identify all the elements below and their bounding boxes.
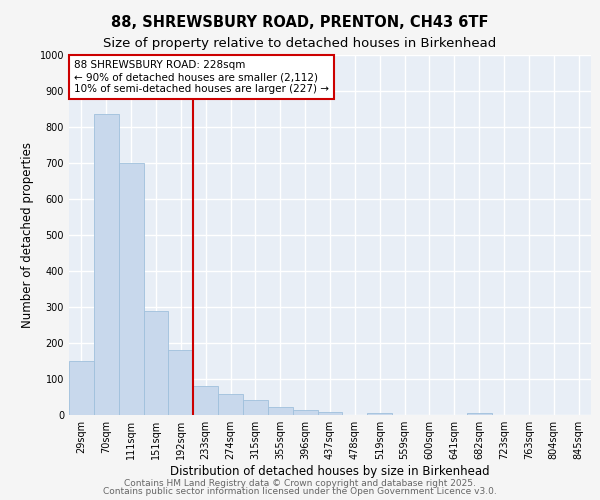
- Bar: [243, 400, 268, 415]
- Text: 88, SHREWSBURY ROAD, PRENTON, CH43 6TF: 88, SHREWSBURY ROAD, PRENTON, CH43 6TF: [111, 15, 489, 30]
- Bar: [69, 361, 94, 415]
- Bar: [293, 410, 317, 415]
- Bar: [218, 394, 243, 415]
- X-axis label: Distribution of detached houses by size in Birkenhead: Distribution of detached houses by size …: [170, 465, 490, 478]
- Bar: [169, 350, 193, 415]
- Bar: [467, 413, 491, 415]
- Bar: [317, 412, 343, 415]
- Text: Contains HM Land Registry data © Crown copyright and database right 2025.: Contains HM Land Registry data © Crown c…: [124, 478, 476, 488]
- Text: Size of property relative to detached houses in Birkenhead: Size of property relative to detached ho…: [103, 38, 497, 51]
- Bar: [367, 413, 392, 415]
- Y-axis label: Number of detached properties: Number of detached properties: [21, 142, 34, 328]
- Bar: [193, 386, 218, 415]
- Text: Contains public sector information licensed under the Open Government Licence v3: Contains public sector information licen…: [103, 487, 497, 496]
- Text: 88 SHREWSBURY ROAD: 228sqm
← 90% of detached houses are smaller (2,112)
10% of s: 88 SHREWSBURY ROAD: 228sqm ← 90% of deta…: [74, 60, 329, 94]
- Bar: [94, 114, 119, 415]
- Bar: [268, 407, 293, 415]
- Bar: [143, 310, 169, 415]
- Bar: [119, 163, 143, 415]
